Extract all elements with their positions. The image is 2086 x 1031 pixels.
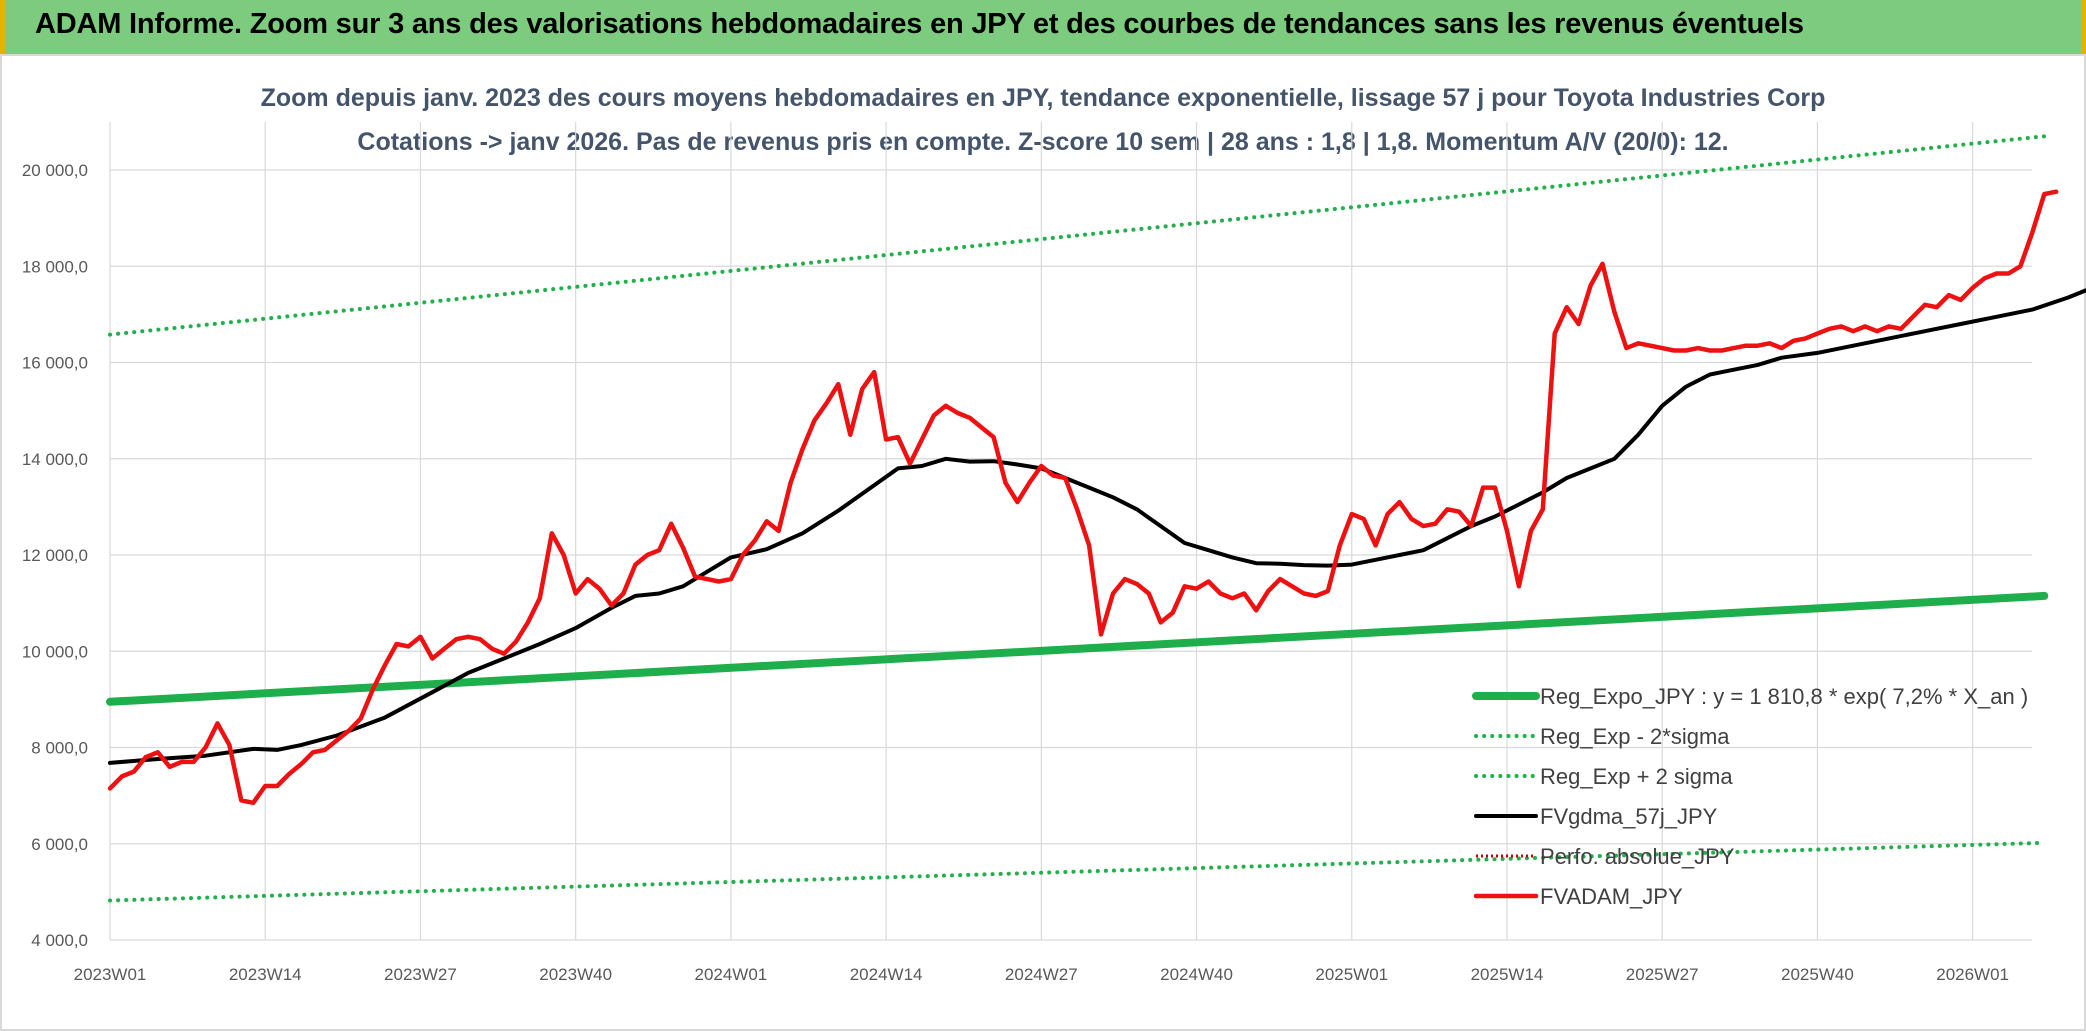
page-title: ADAM Informe. Zoom sur 3 ans des valoris…	[35, 8, 1804, 40]
y-tick-label: 14 000,0	[22, 450, 88, 469]
x-tick-label: 2023W40	[539, 965, 612, 984]
series-reg-expo	[106, 591, 2049, 706]
legend-label: Reg_Exp - 2*sigma	[1540, 724, 1730, 749]
axis-layer: 4 000,0 6 000,0 8 000,0 10 000,0 12 000,0 14 …	[22, 161, 2009, 984]
y-tick-label: 6 000,0	[31, 835, 88, 854]
legend-label: FVgdma_57j_JPY	[1540, 804, 1718, 829]
x-tick-label: 2024W01	[694, 965, 767, 984]
legend-label: FVADAM_JPY	[1540, 884, 1683, 909]
grid-layer	[109, 122, 2032, 941]
x-tick-label: 2025W14	[1471, 965, 1544, 984]
y-tick-label: 10 000,0	[22, 642, 88, 661]
chart-title: Zoom depuis janv. 2023 des cours moyens …	[260, 84, 1826, 112]
x-tick-label: 2025W27	[1626, 965, 1699, 984]
x-tick-label: 2025W40	[1781, 965, 1854, 984]
x-tick-label: 2023W14	[229, 965, 302, 984]
x-tick-label: 2025W01	[1315, 965, 1388, 984]
legend-label: Perfo. absolue_JPY	[1540, 844, 1735, 869]
series-reg-minus-2sigma	[108, 840, 2047, 903]
series-layer	[106, 134, 2086, 903]
x-tick-label: 2023W01	[74, 965, 147, 984]
series-fvadam	[107, 189, 2059, 806]
legend: Reg_Expo_JPY : y = 1 810,8 * exp( 7,2% *…	[1472, 684, 2028, 909]
y-tick-label: 16 000,0	[22, 354, 88, 373]
legend-label: Reg_Exp + 2 sigma	[1540, 764, 1733, 789]
legend-label: Reg_Expo_JPY : y = 1 810,8 * exp( 7,2% *…	[1540, 684, 2028, 709]
y-tick-label: 12 000,0	[22, 546, 88, 565]
chart-subtitle: Cotations -> janv 2026. Pas de revenus p…	[357, 128, 1729, 156]
y-tick-label: 8 000,0	[31, 739, 88, 758]
x-tick-label: 2023W27	[384, 965, 457, 984]
series-fvgdma-57j	[108, 288, 2086, 765]
chart-frame	[0, 54, 2086, 1031]
y-tick-label: 20 000,0	[22, 161, 88, 180]
x-tick-label: 2024W40	[1160, 965, 1233, 984]
x-tick-label: 2026W01	[1936, 965, 2009, 984]
header-banner: ADAM Informe. Zoom sur 3 ans des valoris…	[0, 0, 2086, 54]
series-reg-plus-2sigma	[108, 134, 2047, 337]
x-tick-label: 2024W27	[1005, 965, 1078, 984]
y-tick-label: 18 000,0	[22, 257, 88, 276]
x-tick-label: 2024W14	[850, 965, 923, 984]
y-tick-label: 4 000,0	[31, 931, 88, 950]
